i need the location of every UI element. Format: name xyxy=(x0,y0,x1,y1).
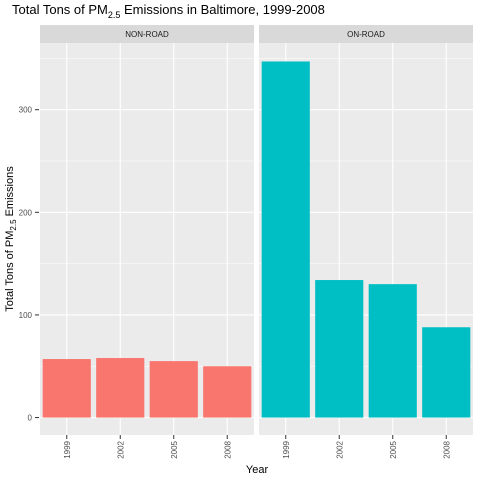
bar-non-road-1999 xyxy=(42,359,91,418)
x-tick-label-1-3: 2008 xyxy=(442,440,451,458)
x-tick-label-1-0: 1999 xyxy=(282,440,291,458)
facet-strip-1 xyxy=(259,25,473,43)
y-tick-label-3: 300 xyxy=(19,106,33,115)
chart-title-rest: Emissions in Baltimore, 1999-2008 xyxy=(120,2,325,17)
bar-non-road-2005 xyxy=(149,361,198,418)
facet-strip-label-0: NON-ROAD xyxy=(125,30,169,39)
chart-title-subscript: 2.5 xyxy=(108,10,121,20)
y-tick-label-1: 100 xyxy=(19,311,33,320)
y-tick-label-0: 0 xyxy=(28,414,33,423)
y-axis-label: Total Tons of PM2.5 Emissions xyxy=(4,166,18,312)
facet-strip-label-1: ON-ROAD xyxy=(347,30,385,39)
chart-title-main: Total Tons of PM xyxy=(12,2,108,17)
y-axis-label-main: Total Tons of PM xyxy=(4,231,16,312)
x-tick-label-1-2: 2005 xyxy=(389,440,398,458)
x-tick-label-0-1: 2002 xyxy=(116,440,125,458)
chart-title: Total Tons of PM2.5 Emissions in Baltimo… xyxy=(12,2,325,20)
x-tick-label-0-0: 1999 xyxy=(63,440,72,458)
bar-non-road-2002 xyxy=(96,358,145,418)
bar-on-road-2005 xyxy=(368,284,417,418)
facet-strip-0 xyxy=(40,25,254,43)
x-tick-label-0-2: 2005 xyxy=(170,440,179,458)
chart-marks: 0 100 200 300 NON-ROAD 1999 2002 2005 2008 ON-ROA… xyxy=(19,25,473,459)
x-axis-label: Year xyxy=(246,464,269,476)
y-tick-label-2: 200 xyxy=(19,208,33,217)
bar-on-road-1999 xyxy=(261,61,310,418)
bar-on-road-2002 xyxy=(315,280,364,418)
bar-non-road-2008 xyxy=(203,366,252,418)
x-tick-label-1-1: 2002 xyxy=(335,440,344,458)
bar-on-road-2008 xyxy=(422,327,471,418)
x-tick-label-0-3: 2008 xyxy=(223,440,232,458)
y-axis-label-subscript: 2.5 xyxy=(9,219,18,231)
y-axis-label-rest: Emissions xyxy=(4,166,16,220)
